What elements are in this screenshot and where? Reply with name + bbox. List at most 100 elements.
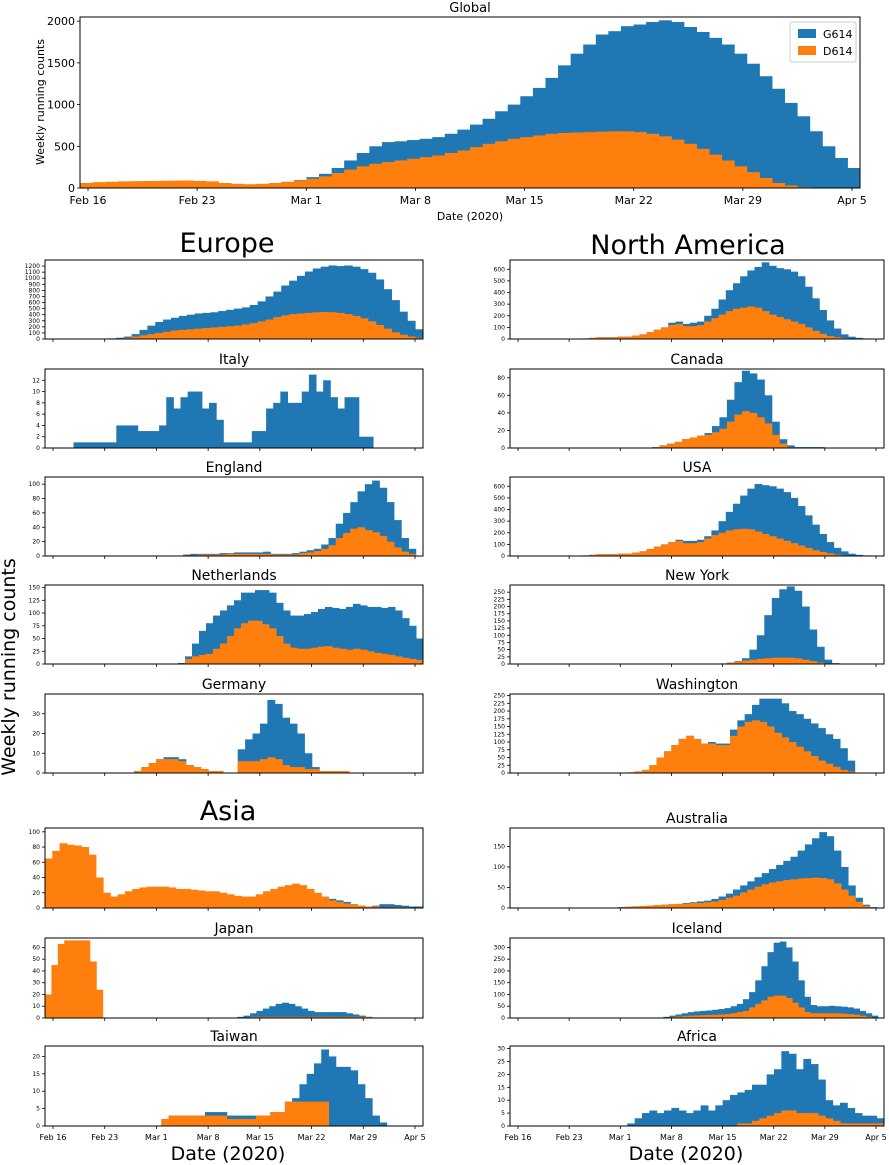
d614-bar — [190, 889, 199, 908]
d614-bar — [267, 757, 276, 773]
d614-bar — [734, 166, 748, 188]
g614-bar — [123, 425, 132, 448]
d614-bar — [792, 1002, 799, 1018]
d614-bar — [379, 535, 388, 556]
g614-bar — [862, 1115, 870, 1126]
y-tick-label: 225 — [494, 596, 506, 603]
d614-bar — [620, 131, 635, 188]
d614-bar — [262, 1016, 270, 1018]
d614-bar — [689, 543, 698, 556]
g614-bar — [344, 265, 353, 339]
g614-bar — [227, 605, 235, 664]
y-tick-label: 60 — [32, 859, 40, 866]
axes-frame — [44, 259, 424, 340]
d614-bar — [709, 154, 723, 188]
y-tick-label: 20 — [497, 427, 505, 434]
g614-bar — [797, 506, 806, 556]
g614-bar — [801, 606, 810, 664]
d614-bar — [318, 646, 326, 664]
d614-bar — [206, 653, 214, 664]
g614-bar — [797, 116, 811, 188]
g614-bar — [847, 760, 856, 773]
y-tick-label: 200 — [494, 604, 506, 611]
g614-bar — [237, 1016, 245, 1018]
d614-bar — [876, 1123, 885, 1126]
g614-bar — [824, 659, 833, 664]
d614-bar — [734, 414, 743, 448]
g614-bar — [372, 1115, 380, 1126]
d614-bar — [693, 738, 702, 773]
d614-bar — [719, 428, 728, 448]
g614-bar — [816, 646, 825, 664]
axes-frame — [44, 476, 424, 557]
d614-bar — [257, 321, 267, 339]
d614-bar — [625, 906, 633, 908]
y-tick-label: 500 — [54, 140, 75, 153]
d614-bar — [853, 1014, 860, 1018]
global-x-axis-label: Date (2020) — [437, 210, 503, 223]
g614-bar — [94, 442, 103, 448]
d614-bar — [185, 658, 193, 664]
g614-bar — [163, 319, 172, 339]
y-tick-label: 10 — [32, 389, 40, 396]
axes-frame — [509, 368, 885, 449]
y-tick-label: 500 — [494, 278, 506, 285]
d614-bar — [202, 328, 211, 339]
panel-title: Italy — [219, 352, 249, 368]
panel-title: Taiwan — [209, 1029, 258, 1045]
d614-bar — [834, 1013, 842, 1018]
d614-bar — [740, 307, 748, 339]
g614-bar — [736, 1003, 744, 1018]
g614-bar — [848, 336, 856, 339]
d614-bar — [689, 903, 698, 908]
chart-panel: 0 500 1000 1500 2000 Feb 16 Feb 23 Mar 1 Mar 8 Ma… — [47, 1, 867, 207]
x-tick-label: Apr 5 — [404, 1133, 425, 1142]
d614-bar — [545, 133, 559, 188]
d614-bar — [350, 904, 359, 908]
d614-bar — [681, 1016, 689, 1018]
d614-bar — [163, 331, 172, 339]
g614-bar — [755, 980, 762, 1018]
g614-bar — [656, 1113, 665, 1126]
d614-bar — [732, 529, 741, 556]
d614-bar — [210, 327, 219, 339]
y-tick-label: 200 — [494, 313, 506, 320]
d614-bar — [105, 181, 119, 188]
g614-bar — [287, 402, 296, 448]
y-tick-label: 200 — [494, 708, 506, 715]
g614-bar — [358, 436, 367, 448]
d614-bar — [730, 1013, 738, 1018]
y-tick-label: 150 — [29, 585, 41, 592]
g614-bar — [151, 431, 160, 448]
g614-bar — [818, 1079, 826, 1126]
g614-bar — [352, 266, 361, 339]
d614-bar — [419, 157, 433, 188]
d614-bar — [633, 132, 647, 188]
g614-bar — [709, 37, 723, 188]
d614-bar — [276, 635, 284, 664]
d614-bar — [432, 155, 446, 188]
d614-bar — [297, 648, 305, 664]
d614-bar — [726, 421, 735, 448]
g614-bar — [803, 718, 812, 773]
d614-bar — [697, 325, 705, 339]
d614-bar — [841, 1013, 848, 1018]
d614-bar — [234, 895, 242, 908]
d614-bar — [383, 328, 393, 339]
d614-bar — [365, 1016, 373, 1018]
g614-bar — [318, 608, 326, 664]
g614-bar — [256, 1010, 264, 1018]
g614-bar — [171, 317, 180, 339]
y-tick-label: 600 — [494, 266, 506, 273]
d614-bar — [603, 554, 612, 556]
d614-bar — [299, 553, 308, 556]
g614-bar — [759, 1084, 768, 1126]
g614-bar — [642, 1113, 650, 1126]
g614-bar — [346, 1013, 354, 1018]
g614-bar — [333, 1012, 341, 1018]
d614-bar — [686, 735, 694, 773]
d614-bar — [130, 181, 144, 188]
y-tick-label: 4 — [36, 422, 40, 429]
d614-bar — [163, 759, 172, 773]
